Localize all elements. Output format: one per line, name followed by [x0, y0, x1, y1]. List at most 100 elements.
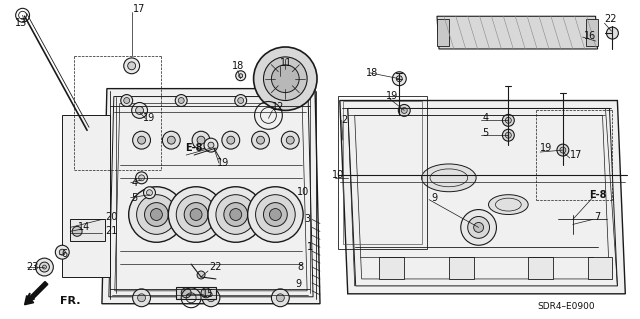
Circle shape: [239, 74, 243, 78]
Text: 17: 17: [133, 4, 146, 14]
Circle shape: [271, 289, 289, 307]
Text: 9: 9: [431, 193, 437, 203]
Circle shape: [35, 258, 53, 276]
Text: 22: 22: [604, 14, 617, 24]
Circle shape: [190, 209, 202, 220]
Circle shape: [179, 98, 184, 103]
Circle shape: [253, 47, 317, 110]
Circle shape: [204, 138, 218, 152]
Circle shape: [208, 142, 214, 148]
Circle shape: [248, 187, 303, 242]
Text: 5: 5: [483, 128, 489, 138]
Circle shape: [138, 294, 145, 302]
Text: 11: 11: [280, 58, 292, 68]
Text: 12: 12: [272, 102, 285, 113]
Circle shape: [236, 71, 246, 81]
Text: 1: 1: [307, 242, 313, 252]
Circle shape: [235, 94, 246, 107]
Polygon shape: [176, 287, 216, 299]
Circle shape: [401, 108, 407, 114]
Text: E-8: E-8: [186, 143, 203, 153]
Text: 16: 16: [584, 31, 596, 41]
Circle shape: [121, 94, 132, 107]
Text: 8: 8: [297, 262, 303, 272]
Polygon shape: [340, 100, 625, 294]
Circle shape: [55, 245, 69, 259]
Circle shape: [560, 147, 566, 153]
Circle shape: [197, 136, 205, 144]
Polygon shape: [62, 115, 110, 277]
Text: 21: 21: [106, 226, 118, 236]
Circle shape: [257, 136, 264, 144]
Circle shape: [202, 289, 220, 307]
Polygon shape: [380, 257, 404, 279]
Circle shape: [124, 58, 140, 74]
Circle shape: [227, 136, 235, 144]
Text: SDR4–E0900: SDR4–E0900: [537, 302, 595, 311]
Text: 20: 20: [106, 212, 118, 222]
Text: 4: 4: [483, 113, 488, 123]
Circle shape: [139, 175, 145, 181]
Circle shape: [136, 107, 143, 115]
Circle shape: [264, 57, 307, 100]
Circle shape: [216, 195, 255, 234]
Ellipse shape: [422, 164, 476, 192]
Circle shape: [255, 195, 295, 234]
Circle shape: [72, 226, 82, 236]
Text: FR.: FR.: [60, 296, 81, 306]
Circle shape: [184, 203, 208, 226]
Circle shape: [150, 209, 163, 220]
Text: 23: 23: [26, 262, 38, 272]
Text: 14: 14: [78, 222, 90, 233]
Circle shape: [145, 203, 168, 226]
Circle shape: [197, 271, 205, 279]
Circle shape: [129, 187, 184, 242]
Text: 10: 10: [332, 170, 344, 180]
Circle shape: [252, 131, 269, 149]
Circle shape: [181, 288, 191, 298]
Circle shape: [207, 294, 215, 302]
Circle shape: [208, 187, 264, 242]
Circle shape: [237, 98, 244, 103]
Circle shape: [138, 136, 145, 144]
Circle shape: [506, 117, 511, 123]
Text: 4: 4: [132, 178, 138, 188]
Circle shape: [502, 115, 515, 126]
Text: 19: 19: [540, 143, 552, 153]
Bar: [70, 219, 105, 241]
Text: 15: 15: [202, 289, 214, 299]
Circle shape: [271, 65, 299, 93]
Polygon shape: [437, 19, 449, 46]
Circle shape: [474, 222, 484, 232]
Circle shape: [176, 195, 216, 234]
Circle shape: [282, 131, 299, 149]
Text: 18: 18: [367, 68, 379, 78]
Circle shape: [506, 132, 511, 138]
Text: 2: 2: [342, 115, 348, 125]
Text: 10: 10: [297, 187, 309, 197]
Circle shape: [557, 144, 569, 156]
Circle shape: [136, 195, 176, 234]
Circle shape: [398, 105, 410, 116]
Polygon shape: [586, 19, 598, 46]
Circle shape: [502, 129, 515, 141]
Circle shape: [143, 187, 156, 199]
Text: 19: 19: [386, 91, 399, 100]
Circle shape: [192, 131, 210, 149]
Circle shape: [276, 294, 284, 302]
Circle shape: [60, 249, 65, 255]
Circle shape: [292, 98, 298, 103]
Text: E-8: E-8: [589, 190, 606, 200]
Circle shape: [147, 190, 152, 196]
Circle shape: [163, 131, 180, 149]
Circle shape: [132, 102, 147, 118]
Text: 5: 5: [131, 193, 138, 203]
Text: 3: 3: [304, 214, 310, 225]
Text: 18: 18: [232, 61, 244, 71]
Circle shape: [396, 76, 403, 82]
Circle shape: [230, 209, 242, 220]
Text: 17: 17: [570, 150, 582, 160]
Ellipse shape: [488, 195, 528, 214]
Circle shape: [461, 210, 497, 245]
Circle shape: [392, 72, 406, 85]
